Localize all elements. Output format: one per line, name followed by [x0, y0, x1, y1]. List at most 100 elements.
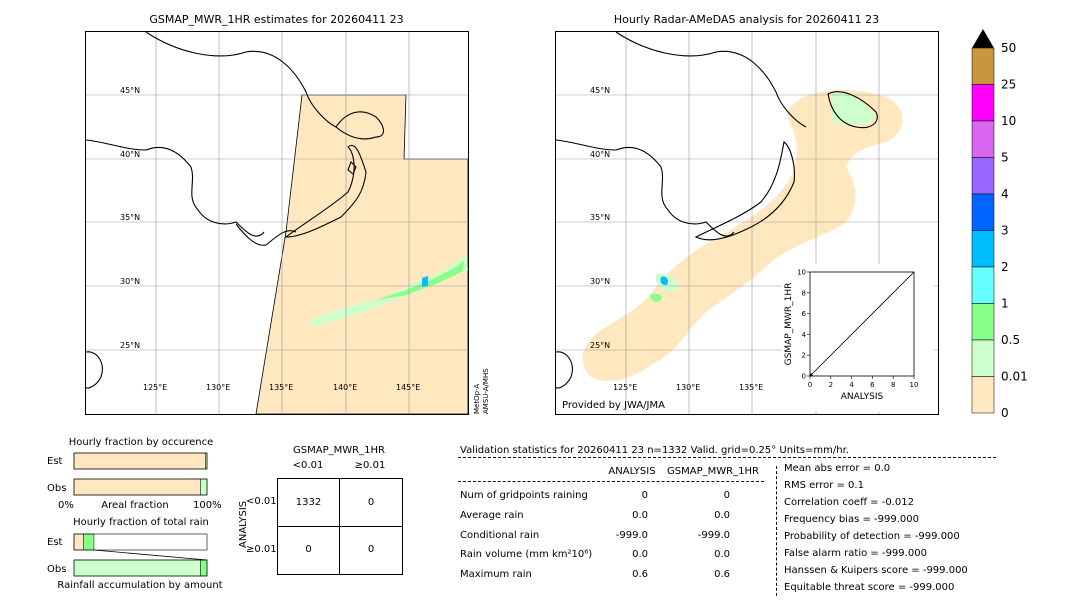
colorbar-tick-label: 0.01	[1001, 370, 1028, 384]
colorbar-tick-label: 2	[1001, 260, 1009, 274]
fraction-bar-frame	[73, 533, 208, 551]
contingency-cell-12: 0	[367, 497, 375, 508]
contingency-cell-11: 1332	[295, 497, 322, 508]
left-lon-label-135: 135°E	[269, 383, 293, 392]
left-lat-label-40: 40°N	[120, 150, 140, 159]
colorbar-swatch	[971, 84, 995, 122]
scatter-diagonal	[809, 271, 915, 377]
contingency-col-header-2: ≥0.01	[354, 460, 386, 471]
score-hk: Hanssen & Kuipers score = -999.000	[784, 565, 968, 576]
validation-scores-divider	[776, 466, 777, 596]
right-lat-label-30: 30°N	[590, 277, 610, 286]
scatter-y-tick-label: 10	[797, 269, 806, 277]
scatter-x-tick-label: 0	[808, 381, 812, 389]
right-lat-label-25: 25°N	[590, 341, 610, 350]
scatter-x-tick-label: 10	[910, 381, 919, 389]
left-map-svg: 45°N 40°N 35°N 30°N 25°N 125°E 130°E 135…	[86, 32, 468, 414]
scatter-x-tick-label: 2	[829, 381, 833, 389]
right-map-coastline	[556, 32, 878, 389]
scatter-y-label: GSMAP_MWR_1HR	[784, 283, 794, 366]
validation-row-a-5: 0.6	[632, 569, 648, 580]
contingency-title: GSMAP_MWR_1HR	[293, 445, 385, 456]
left-lat-label-25: 25°N	[120, 341, 140, 350]
left-lat-label-45: 45°N	[120, 86, 140, 95]
colorbar-swatch	[971, 120, 995, 158]
occurrence-axis-left: 0%	[58, 500, 74, 511]
fraction-bar-frame	[73, 559, 208, 577]
contingency-hline	[278, 526, 402, 527]
satellite-swath	[255, 94, 468, 414]
contingency-row-header-1: <0.01	[246, 496, 277, 507]
validation-row-a-2: 0.0	[632, 510, 648, 521]
left-lon-label-145: 145°E	[396, 383, 420, 392]
validation-col-analysis: ANALYSIS	[608, 466, 656, 477]
radar-medium-point	[649, 293, 662, 302]
side-label-amsu: AMSU-A/MHS	[482, 368, 490, 414]
scatter-y-tick-label: 2	[802, 352, 806, 360]
colorbar-swatch	[971, 193, 995, 231]
left-lat-label-35: 35°N	[120, 213, 140, 222]
validation-row-a-3: -999.0	[615, 530, 648, 541]
colorbar-tick-label: 0	[1001, 406, 1009, 420]
validation-row-g-1: 0	[723, 490, 730, 501]
scatter-point	[809, 373, 813, 377]
scatter-y-tick-label: 6	[802, 310, 807, 318]
occurrence-obs-label: Obs	[47, 483, 67, 494]
validation-header: Validation statistics for 20260411 23 n=…	[460, 445, 849, 456]
contingency-table: 1332 0 0 0	[277, 478, 403, 575]
scatter-svg: 0 2 4 6 8 10 0 2 4 6 8 10 ANALYSIS GSMAP_MWR_1HR	[784, 269, 919, 403]
right-lon-label-135: 135°E	[739, 383, 763, 392]
scatter-y-tick-label: 0	[802, 373, 806, 381]
fraction-bar-est	[73, 452, 206, 470]
validation-row-a-4: 0.0	[632, 549, 648, 560]
right-lat-label-35: 35°N	[590, 213, 610, 222]
fraction-bar-obs	[200, 478, 208, 496]
left-lon-label-140: 140°E	[333, 383, 357, 392]
right-lon-label-125: 125°E	[613, 383, 637, 392]
scatter-inset: 0 2 4 6 8 10 0 2 4 6 8 10 ANALYSIS GSMAP_MWR_1HR	[782, 264, 934, 412]
score-pod: Probability of detection = -999.000	[784, 531, 960, 542]
contingency-cell-22: 0	[367, 544, 375, 555]
scatter-x-tick-label: 8	[891, 381, 895, 389]
right-map-panel: 45°N 40°N 35°N 30°N 25°N 125°E 130°E 135…	[555, 31, 939, 415]
colorbar-swatch	[971, 157, 995, 195]
contingency-y-label-wrap: ANALYSIS	[238, 501, 249, 548]
validation-col-gsmap: GSMAP_MWR_1HR	[667, 466, 759, 477]
right-lon-label-130: 130°E	[676, 383, 700, 392]
contingency-row-header-2: ≥0.01	[246, 544, 277, 555]
contingency-col-header-1: <0.01	[292, 460, 324, 471]
fraction-bar-obs	[73, 478, 201, 496]
validation-row-label-3: Conditional rain	[460, 530, 540, 541]
left-map-side-labels: MetOp-A AMSU-A/MHS	[473, 368, 490, 414]
colorbar-tick-label: 25	[1001, 78, 1016, 92]
fraction-bar-frame	[73, 452, 208, 470]
left-lat-label-30: 30°N	[120, 277, 140, 286]
scatter-x-tick-label: 6	[870, 381, 875, 389]
scatter-x-tick-label: 4	[849, 381, 854, 389]
validation-row-g-3: -999.0	[697, 530, 730, 541]
colorbar-tick-label: 10	[1001, 114, 1016, 128]
fraction-bar-obs	[73, 559, 201, 577]
right-lat-label-45: 45°N	[590, 86, 610, 95]
fraction-bar-est	[73, 533, 84, 551]
scatter-x-label: ANALYSIS	[841, 392, 884, 402]
colorbar-swatch	[971, 230, 995, 268]
validation-header-rule	[458, 457, 996, 458]
validation-row-label-2: Average rain	[460, 510, 524, 521]
rain-band-heavy	[422, 276, 428, 287]
colorbar-swatch	[971, 339, 995, 377]
radar-credit: Provided by JWA/JMA	[562, 400, 665, 411]
fraction-bar-est	[83, 533, 95, 551]
occurrence-title: Hourly fraction by occurence	[68, 437, 214, 448]
left-map-panel: 45°N 40°N 35°N 30°N 25°N 125°E 130°E 135…	[85, 31, 469, 415]
occurrence-est-label: Est	[47, 456, 63, 467]
occurrence-axis-right: 100%	[193, 500, 222, 511]
contingency-cell-21: 0	[305, 544, 312, 555]
total-rain-chart	[73, 533, 208, 577]
scatter-y-tick-label: 4	[802, 331, 807, 339]
rain-band-light	[306, 254, 468, 326]
left-lon-label-130: 130°E	[206, 383, 230, 392]
scatter-y-tick-label: 8	[802, 289, 806, 297]
radar-heavy-point	[660, 276, 669, 286]
radar-light-north	[831, 91, 876, 125]
